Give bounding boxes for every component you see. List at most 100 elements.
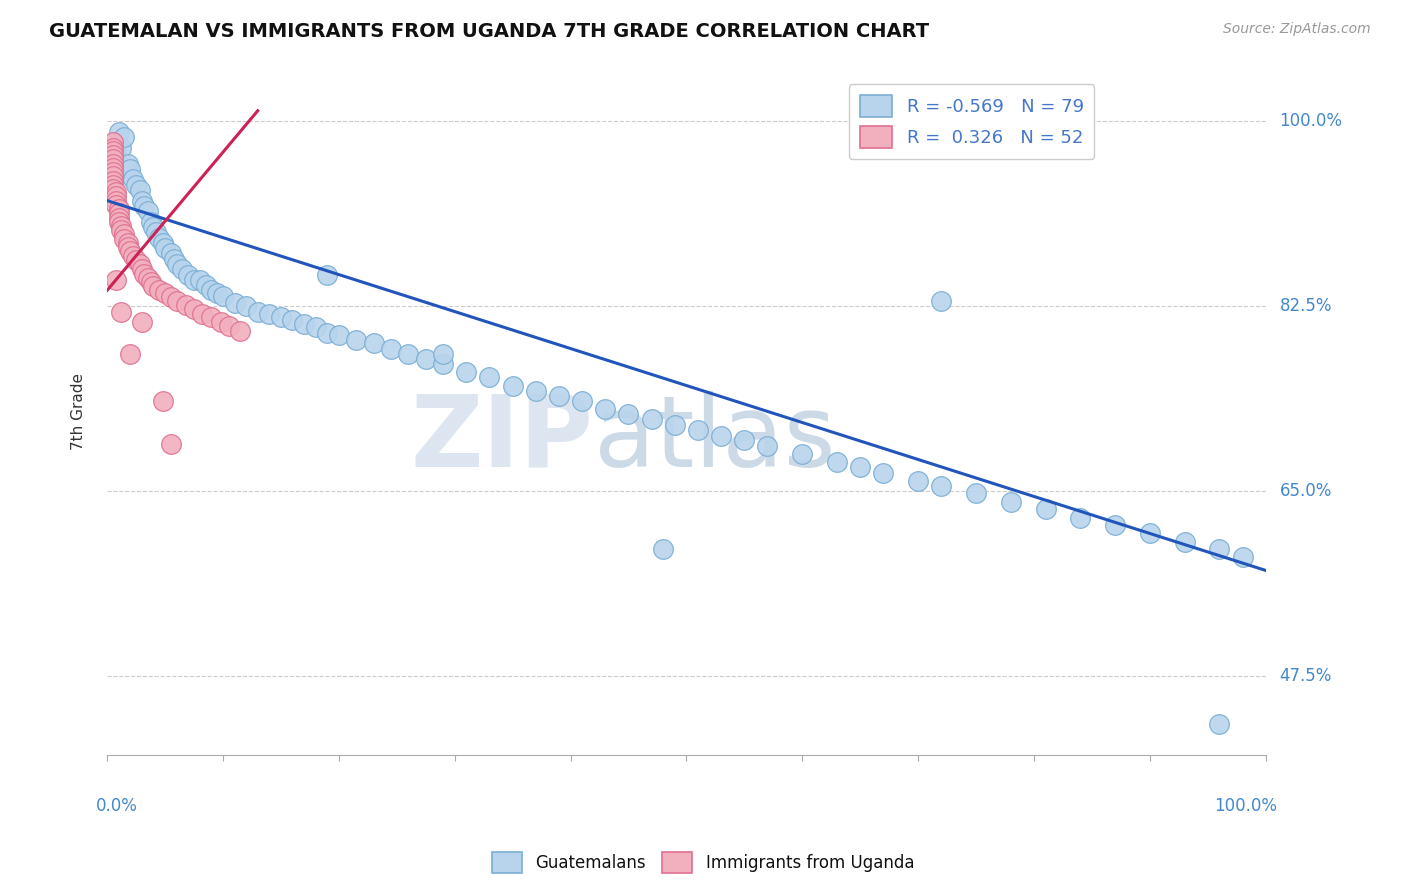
Point — [121, 248, 143, 262]
Point — [101, 156, 124, 170]
Point — [229, 324, 252, 338]
Text: 100.0%: 100.0% — [1215, 797, 1277, 814]
Point — [907, 474, 929, 488]
Text: ZIP: ZIP — [411, 391, 593, 488]
Point — [152, 394, 174, 409]
Point — [107, 202, 129, 216]
Point — [259, 307, 281, 321]
Point — [166, 293, 188, 308]
Point — [281, 313, 304, 327]
Point — [105, 189, 128, 203]
Point — [125, 178, 148, 192]
Point — [1069, 510, 1091, 524]
Point — [131, 262, 153, 277]
Point — [1208, 542, 1230, 557]
Point — [105, 185, 128, 199]
Point — [139, 215, 162, 229]
Point — [117, 235, 139, 250]
Y-axis label: 7th Grade: 7th Grade — [72, 374, 86, 450]
Point — [153, 241, 176, 255]
Point — [105, 198, 128, 212]
Point — [114, 227, 136, 242]
Point — [200, 284, 222, 298]
Point — [110, 219, 132, 233]
Point — [595, 401, 617, 416]
Point — [117, 240, 139, 254]
Point — [101, 136, 124, 150]
Point — [134, 267, 156, 281]
Text: 100.0%: 100.0% — [1279, 112, 1343, 130]
Point — [194, 278, 217, 293]
Point — [159, 436, 181, 450]
Point — [163, 252, 186, 266]
Point — [209, 315, 232, 329]
Point — [136, 270, 159, 285]
Point — [456, 365, 478, 379]
Point — [1232, 549, 1254, 564]
Point — [148, 230, 170, 244]
Point — [792, 447, 814, 461]
Point — [304, 320, 326, 334]
Point — [101, 153, 124, 167]
Point — [396, 347, 419, 361]
Point — [107, 211, 129, 225]
Point — [110, 223, 132, 237]
Point — [110, 304, 132, 318]
Point — [105, 146, 128, 161]
Point — [101, 169, 124, 184]
Point — [145, 225, 167, 239]
Point — [1174, 535, 1197, 549]
Point — [120, 347, 142, 361]
Point — [1035, 502, 1057, 516]
Point — [849, 459, 872, 474]
Point — [548, 389, 571, 403]
Point — [101, 178, 124, 192]
Point — [152, 235, 174, 250]
Point — [142, 220, 165, 235]
Point — [415, 352, 437, 367]
Point — [128, 183, 150, 197]
Point — [218, 319, 240, 334]
Point — [131, 315, 153, 329]
Point — [380, 342, 402, 356]
Text: atlas: atlas — [593, 391, 835, 488]
Point — [183, 302, 205, 317]
Point — [134, 199, 156, 213]
Point — [344, 333, 367, 347]
Point — [114, 232, 136, 246]
Point — [432, 358, 454, 372]
Point — [328, 327, 350, 342]
Point — [128, 257, 150, 271]
Legend: R = -0.569   N = 79, R =  0.326   N = 52: R = -0.569 N = 79, R = 0.326 N = 52 — [849, 85, 1094, 159]
Point — [316, 326, 339, 340]
Point — [502, 378, 524, 392]
Text: Source: ZipAtlas.com: Source: ZipAtlas.com — [1223, 22, 1371, 37]
Point — [191, 307, 214, 321]
Point — [101, 173, 124, 187]
Point — [139, 275, 162, 289]
Point — [733, 434, 755, 448]
Point — [125, 252, 148, 267]
Point — [710, 429, 733, 443]
Point — [686, 423, 709, 437]
Point — [235, 299, 257, 313]
Text: GUATEMALAN VS IMMIGRANTS FROM UGANDA 7TH GRADE CORRELATION CHART: GUATEMALAN VS IMMIGRANTS FROM UGANDA 7TH… — [49, 22, 929, 41]
Point — [101, 141, 124, 155]
Point — [640, 412, 662, 426]
Point — [1139, 526, 1161, 541]
Point — [478, 370, 501, 384]
Point — [159, 246, 181, 260]
Point — [432, 347, 454, 361]
Point — [172, 262, 194, 277]
Point — [292, 317, 315, 331]
Point — [159, 290, 181, 304]
Point — [1208, 716, 1230, 731]
Point — [825, 454, 848, 468]
Point — [101, 144, 124, 158]
Point — [107, 215, 129, 229]
Point — [200, 310, 222, 324]
Point — [131, 194, 153, 208]
Point — [617, 407, 640, 421]
Point — [101, 182, 124, 196]
Point — [148, 284, 170, 298]
